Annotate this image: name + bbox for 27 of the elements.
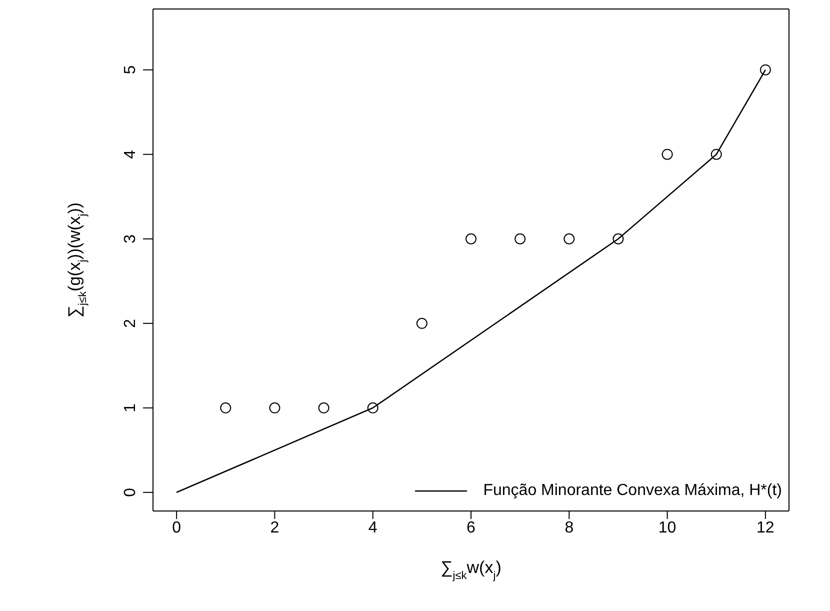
x-tick-label: 10: [658, 519, 676, 536]
legend-label: Função Minorante Convexa Máxima, H*(t): [483, 482, 782, 500]
y-tick-label: 2: [122, 318, 139, 328]
x-tick-label: 0: [172, 519, 182, 536]
point: [514, 233, 526, 244]
point: [760, 64, 771, 76]
point: [564, 233, 575, 244]
point: [710, 148, 722, 160]
point: [220, 402, 232, 414]
y-tick-label: 1: [122, 403, 139, 412]
x-tick-label: 4: [368, 519, 378, 536]
point: [416, 318, 428, 329]
x-tick-label: 12: [756, 519, 774, 536]
point: [269, 402, 280, 414]
x-axis-title: ∑$_{j≤k}$w(x$_{j}$): [440, 558, 502, 582]
point: [318, 402, 330, 414]
point: [367, 402, 378, 414]
y-tick-label: 4: [122, 150, 139, 159]
y-tick-label: 5: [122, 65, 139, 74]
x-tick-label: 2: [270, 519, 280, 536]
point: [612, 233, 624, 244]
y-tick-label: 3: [122, 234, 139, 244]
point: [662, 148, 673, 160]
x-tick-label: 8: [564, 519, 574, 536]
point: [466, 233, 476, 244]
x-tick-label: 6: [466, 519, 476, 536]
y-tick-label: 0: [122, 488, 139, 497]
